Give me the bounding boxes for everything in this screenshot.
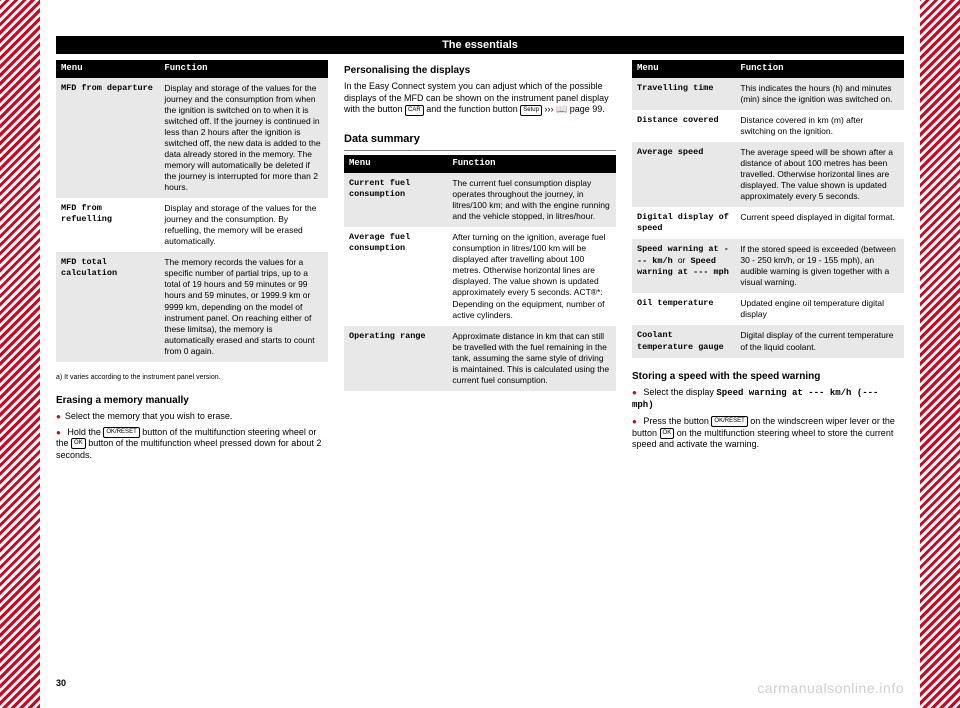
menu-cell: Average speed	[632, 142, 735, 207]
menu-cell: Travelling time	[632, 78, 735, 110]
menu-cell: MFD total calculation	[56, 252, 159, 361]
func-cell: The memory records the values for a spec…	[159, 252, 328, 361]
table-row: Coolant temperature gauge Digital displa…	[632, 325, 904, 357]
erase-heading: Erasing a memory manually	[56, 394, 328, 407]
table-row: Distance covered Distance covered in km …	[632, 110, 904, 142]
ok-reset-button-icon: OK/RESET	[103, 427, 139, 438]
text-fragment: .	[602, 104, 605, 114]
car-button-icon: CAR	[405, 105, 424, 116]
page-edge-right	[920, 0, 960, 708]
data-summary-table-2: Menu Function Travelling time This indic…	[632, 60, 904, 358]
setup-button-icon: Setup	[520, 105, 542, 116]
personalising-text: In the Easy Connect system you can adjus…	[344, 81, 616, 116]
table-head-menu: Menu	[344, 155, 447, 173]
func-cell: Display and storage of the values for th…	[159, 78, 328, 198]
page-number: 30	[56, 678, 66, 688]
table-head-menu: Menu	[632, 60, 735, 78]
chapter-header: The essentials	[56, 36, 904, 54]
table-head-menu: Menu	[56, 60, 159, 78]
table-head-function: Function	[159, 60, 328, 78]
text-fragment: Hold the	[67, 427, 103, 437]
table-row: MFD from departure Display and storage o…	[56, 78, 328, 198]
footnote-a: a) It varies according to the instrument…	[56, 373, 328, 382]
text-fragment: and the function button	[424, 104, 521, 114]
text-fragment: button of the multifunction wheel presse…	[56, 438, 321, 460]
func-cell: Current speed displayed in digital forma…	[735, 207, 904, 239]
ok-reset-button-icon: OK/RESET	[711, 416, 747, 427]
page-edge-left	[0, 0, 40, 708]
store-bullet-1: Select the display Speed warning at --- …	[632, 387, 904, 412]
text-fragment: ›››	[542, 104, 556, 114]
menu-cell: MFD from departure	[56, 78, 159, 198]
table-row: MFD total calculation The memory records…	[56, 252, 328, 361]
ok-button-icon: OK	[71, 438, 86, 449]
column-1: Menu Function MFD from departure Display…	[56, 60, 328, 672]
menu-cell: Distance covered	[632, 110, 735, 142]
column-2: Personalising the displays In the Easy C…	[344, 60, 616, 672]
text-fragment: Press the button	[643, 416, 711, 426]
func-cell: The current fuel consumption display ope…	[447, 173, 616, 227]
erase-bullet-2: Hold the OK/RESET button of the multifun…	[56, 427, 328, 462]
func-cell: Digital display of the current temperatu…	[735, 325, 904, 357]
menu-cell: Average fuel consumption	[344, 227, 447, 325]
column-3: Menu Function Travelling time This indic…	[632, 60, 904, 672]
table-head-function: Function	[735, 60, 904, 78]
text-fragment: Select the display	[643, 387, 716, 397]
watermark: carmanualsonline.info	[757, 680, 904, 696]
menu-cell-speed-warning: Speed warning at --- km/h or Speed warni…	[632, 239, 735, 293]
func-cell: Updated engine oil temperature digital d…	[735, 293, 904, 325]
table-row: Speed warning at --- km/h or Speed warni…	[632, 239, 904, 293]
page-content: Menu Function MFD from departure Display…	[56, 60, 904, 672]
table-row: Average speed The average speed will be …	[632, 142, 904, 207]
func-cell: Display and storage of the values for th…	[159, 198, 328, 252]
store-bullet-2: Press the button OK/RESET on the windscr…	[632, 416, 904, 451]
func-cell: After turning on the ignition, average f…	[447, 227, 616, 325]
data-summary-table-1: Menu Function Current fuel consumption T…	[344, 155, 616, 390]
table-row: Oil temperature Updated engine oil tempe…	[632, 293, 904, 325]
table-row: Current fuel consumption The current fue…	[344, 173, 616, 227]
section-rule	[344, 150, 616, 151]
menu-cell: Operating range	[344, 326, 447, 391]
menu-cell: Digital display of speed	[632, 207, 735, 239]
func-cell: If the stored speed is exceeded (between…	[735, 239, 904, 293]
func-cell: This indicates the hours (h) and minutes…	[735, 78, 904, 110]
ok-button-icon: OK	[660, 428, 675, 439]
menu-cell: Oil temperature	[632, 293, 735, 325]
personalising-heading: Personalising the displays	[344, 64, 616, 77]
table-row: MFD from refuelling Display and storage …	[56, 198, 328, 252]
func-cell: Distance covered in km (m) after switchi…	[735, 110, 904, 142]
book-link-icon: 📖	[556, 104, 570, 114]
erase-bullet-1: Select the memory that you wish to erase…	[56, 411, 328, 423]
mfd-memory-table: Menu Function MFD from departure Display…	[56, 60, 328, 362]
menu-cell: MFD from refuelling	[56, 198, 159, 252]
data-summary-title: Data summary	[344, 132, 616, 146]
menu-cell: Current fuel consumption	[344, 173, 447, 227]
store-speed-heading: Storing a speed with the speed warning	[632, 370, 904, 383]
table-head-function: Function	[447, 155, 616, 173]
table-row: Operating range Approximate distance in …	[344, 326, 616, 391]
table-row: Average fuel consumption After turning o…	[344, 227, 616, 325]
table-row: Travelling time This indicates the hours…	[632, 78, 904, 110]
func-cell: The average speed will be shown after a …	[735, 142, 904, 207]
page-ref: page 99	[570, 104, 603, 114]
table-row: Digital display of speed Current speed d…	[632, 207, 904, 239]
menu-cell: Coolant temperature gauge	[632, 325, 735, 357]
func-cell: Approximate distance in km that can stil…	[447, 326, 616, 391]
